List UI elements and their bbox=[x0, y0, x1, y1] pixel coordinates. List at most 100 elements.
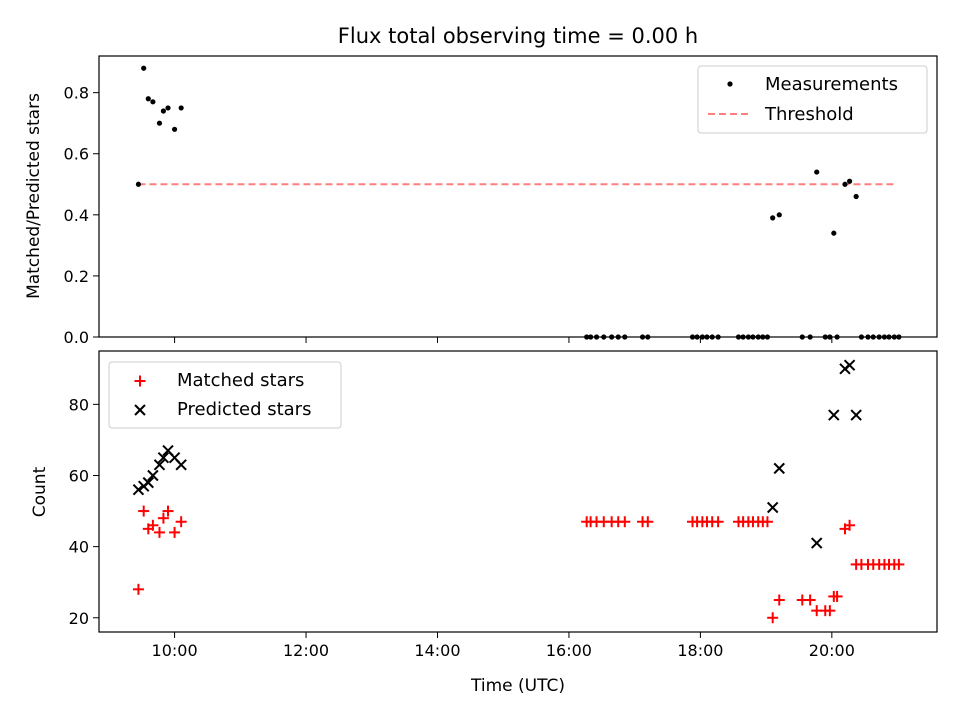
measurement-point bbox=[846, 178, 853, 184]
matched-star-point bbox=[175, 516, 187, 528]
matched-star-point bbox=[132, 583, 144, 595]
top-legend-frame bbox=[697, 65, 928, 134]
measurement-point bbox=[141, 65, 147, 71]
measurement-point bbox=[876, 334, 882, 340]
matched-star-point bbox=[138, 505, 150, 517]
measurement-point bbox=[896, 334, 902, 340]
measurement-point bbox=[770, 215, 776, 221]
predicted-star-point bbox=[850, 409, 862, 421]
x-tick-label: 16:00 bbox=[546, 641, 592, 660]
predicted-star-point bbox=[773, 462, 785, 475]
predicted-star-point bbox=[843, 359, 856, 371]
measurement-point bbox=[689, 334, 696, 340]
measurement-point bbox=[776, 212, 782, 218]
measurement-point bbox=[760, 334, 766, 340]
top-y-tick-label: 0.4 bbox=[64, 206, 89, 225]
measurement-point bbox=[750, 334, 756, 340]
matched-star-point bbox=[844, 519, 856, 531]
measurement-point bbox=[150, 99, 156, 105]
measurement-point bbox=[584, 334, 590, 340]
measurement-point bbox=[593, 334, 600, 340]
measurement-point bbox=[704, 334, 710, 340]
measurement-point bbox=[145, 96, 151, 102]
measurement-point bbox=[870, 334, 876, 340]
matched-star-point bbox=[169, 526, 181, 538]
measurement-point bbox=[178, 105, 184, 111]
matched-star-point bbox=[157, 512, 169, 524]
predicted-star-point bbox=[811, 537, 823, 549]
legend-measurement-marker bbox=[727, 81, 733, 87]
x-tick-label: 20:00 bbox=[809, 641, 855, 660]
measurement-point bbox=[881, 334, 888, 340]
measurement-point bbox=[160, 108, 167, 114]
measurement-point bbox=[764, 334, 771, 340]
x-tick-label: 18:00 bbox=[677, 641, 723, 660]
measurement-point bbox=[807, 334, 813, 340]
bottom-y-tick-label: 20 bbox=[69, 609, 89, 628]
measurement-point bbox=[853, 193, 859, 200]
legend-predicted-label: Predicted stars bbox=[177, 399, 311, 420]
x-tick-label: 14:00 bbox=[414, 641, 460, 660]
legend-matched-label: Matched stars bbox=[177, 370, 304, 391]
bottom-y-tick-label: 60 bbox=[69, 466, 89, 485]
measurement-point bbox=[755, 334, 761, 340]
top-legend: Measurements Threshold bbox=[697, 65, 928, 134]
predicted-star-point bbox=[153, 459, 166, 471]
measurement-point bbox=[891, 334, 897, 340]
measurement-point bbox=[709, 334, 715, 340]
bottom-plot-frame bbox=[98, 350, 938, 633]
measurement-point bbox=[735, 334, 742, 340]
measurement-point bbox=[740, 334, 746, 340]
measurement-point bbox=[827, 334, 833, 340]
bottom-plot: 20 40 60 80 10:00 12:00 14:00 16:00 18:00 20:00 Ma… bbox=[69, 350, 938, 660]
top-y-tick-label: 0.8 bbox=[64, 84, 89, 103]
measurement-point bbox=[615, 334, 621, 340]
measurement-point bbox=[822, 334, 828, 340]
matched-star-point bbox=[162, 505, 174, 517]
matched-star-point bbox=[773, 594, 785, 606]
matched-star-point bbox=[153, 526, 165, 538]
bottom-y-axis-label: Count bbox=[30, 466, 50, 517]
measurement-point bbox=[645, 334, 651, 340]
measurement-point bbox=[865, 334, 871, 340]
measurement-point bbox=[156, 120, 163, 126]
measurement-point bbox=[694, 334, 700, 340]
x-tick-label: 12:00 bbox=[283, 641, 329, 660]
matched-star-point bbox=[712, 516, 724, 528]
measurement-point bbox=[588, 334, 594, 340]
measurement-point bbox=[886, 334, 892, 340]
measurement-point bbox=[165, 105, 171, 111]
measurement-point bbox=[745, 334, 751, 340]
bottom-y-tick-label: 40 bbox=[69, 538, 89, 557]
bottom-legend: Matched stars Predicted stars bbox=[108, 361, 342, 429]
matched-star-point bbox=[804, 594, 816, 606]
measurement-point bbox=[814, 169, 820, 175]
measurement-point bbox=[135, 181, 142, 187]
measurement-point bbox=[715, 334, 721, 340]
matched-star-point bbox=[147, 519, 159, 531]
top-y-tick-label: 0.2 bbox=[64, 267, 89, 286]
measurement-point bbox=[171, 126, 178, 132]
top-plot: 0.0 0.2 0.4 0.6 0.8 Measurements Threshold bbox=[64, 55, 938, 347]
matched-star-point bbox=[642, 516, 654, 528]
x-tick-label: 10:00 bbox=[152, 641, 198, 660]
measurement-point bbox=[639, 334, 646, 340]
top-y-tick-label: 0.6 bbox=[64, 145, 89, 164]
top-plot-frame bbox=[98, 55, 938, 338]
measurement-point bbox=[858, 334, 865, 340]
matched-star-point bbox=[893, 558, 905, 570]
legend-measurements-label: Measurements bbox=[765, 74, 898, 95]
measurement-point bbox=[622, 334, 628, 340]
predicted-star-point bbox=[157, 452, 170, 464]
matched-star-point bbox=[619, 516, 631, 528]
measurement-point bbox=[601, 334, 607, 340]
legend-predicted-marker bbox=[134, 404, 146, 416]
matched-star-point bbox=[761, 516, 773, 528]
matched-star-point bbox=[767, 612, 779, 624]
predicted-star-point bbox=[828, 409, 840, 421]
measurement-point bbox=[799, 334, 805, 340]
x-axis-label: Time (UTC) bbox=[470, 676, 565, 696]
predicted-star-point bbox=[175, 459, 187, 471]
measurement-point bbox=[834, 334, 840, 340]
